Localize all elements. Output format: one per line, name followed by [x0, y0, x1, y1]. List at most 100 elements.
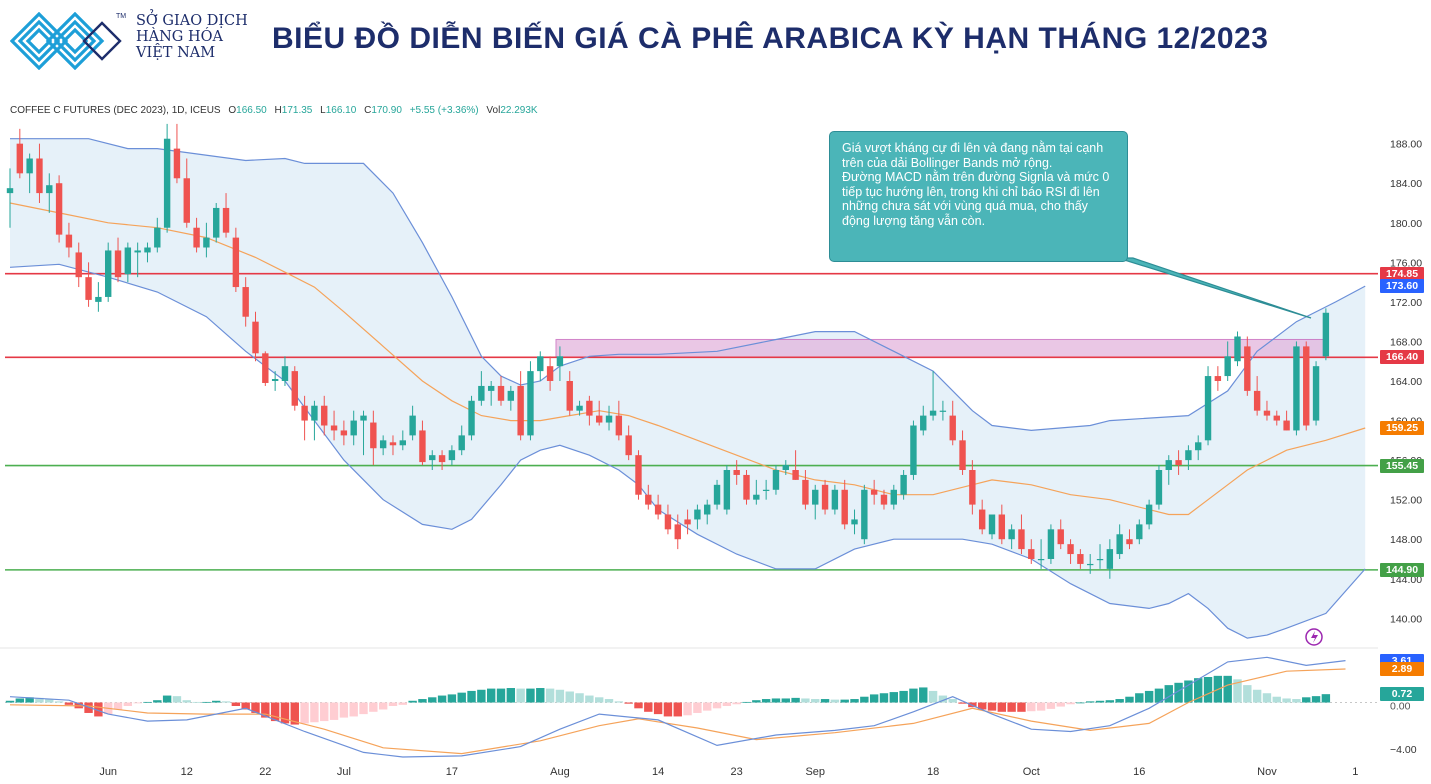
candle-body — [694, 509, 701, 520]
macd-histogram-bar — [860, 696, 869, 703]
macd-histogram-bar — [791, 697, 800, 703]
candle-body — [1253, 390, 1261, 411]
y-tick-label: 180.00 — [1390, 218, 1422, 230]
y-tick-label: 188.00 — [1390, 139, 1422, 151]
candle-body — [419, 430, 426, 463]
macd-histogram-bar — [202, 701, 211, 703]
macd-histogram-bar — [477, 689, 486, 703]
macd-histogram-bar — [811, 699, 820, 703]
candle-body — [939, 410, 947, 412]
macd-histogram-bar — [742, 701, 751, 703]
candle-body — [1214, 376, 1222, 381]
x-tick-label: Nov — [1257, 766, 1277, 778]
macd-histogram-bar — [35, 697, 44, 703]
candle-body — [1224, 356, 1231, 377]
macd-histogram-bar — [673, 702, 682, 717]
candle-body — [222, 207, 230, 233]
candle-body — [507, 390, 515, 401]
candle-body — [311, 405, 318, 421]
macd-histogram-bar — [300, 702, 309, 724]
candle-body — [55, 183, 63, 235]
macd-histogram-bar — [663, 702, 673, 717]
macd-histogram-bar — [1076, 702, 1085, 704]
macd-y-tick-label: −4.00 — [1390, 744, 1417, 756]
macd-histogram-bar — [1095, 700, 1105, 703]
candle-body — [134, 250, 141, 253]
macd-zero-label: 0.00 — [1390, 701, 1411, 713]
candle-body — [792, 470, 799, 480]
candle-body — [910, 425, 917, 475]
macd-histogram-bar — [1017, 702, 1026, 712]
macd-histogram-bar — [948, 699, 957, 703]
macd-histogram-bar — [595, 697, 604, 703]
candle-body — [26, 158, 33, 174]
candle-body — [890, 489, 897, 505]
macd-histogram-bar — [850, 699, 859, 703]
macd-histogram-bar — [997, 702, 1007, 712]
macd-histogram-bar — [1174, 682, 1183, 703]
lightning-bolt-icon — [1311, 631, 1318, 643]
candle-body — [1126, 539, 1133, 545]
candle-body — [674, 524, 681, 540]
trademark-mark: TM — [116, 13, 127, 20]
macd-histogram-bar — [879, 693, 889, 703]
candle-body — [321, 405, 328, 426]
macd-histogram-bar — [1243, 685, 1252, 703]
candle-body — [1136, 524, 1143, 540]
macd-histogram-bar — [987, 702, 997, 711]
macd-histogram-bar — [1115, 699, 1124, 703]
candle-body — [1155, 470, 1163, 505]
macd-histogram-bar — [781, 698, 790, 703]
macd-histogram-bar — [712, 702, 722, 709]
candle-body — [1057, 529, 1064, 545]
candle-body — [821, 484, 829, 510]
macd-histogram-bar — [1282, 698, 1291, 703]
candle-body — [605, 415, 613, 423]
macd-histogram-bar — [958, 702, 967, 704]
candle-body — [1283, 420, 1290, 431]
macd-histogram-bar — [398, 702, 407, 705]
candle-body — [1204, 376, 1212, 441]
macd-histogram-bar — [64, 702, 74, 705]
y-tick-label: 140.00 — [1390, 613, 1422, 625]
candle-body — [1244, 346, 1251, 391]
macd-histogram-bar — [290, 702, 299, 725]
candle-body — [458, 435, 465, 451]
candle-body — [929, 410, 937, 416]
y-tick-label: 152.00 — [1390, 495, 1422, 507]
candle-body — [537, 356, 544, 372]
page-title: BIỂU ĐỒ DIỄN BIẾN GIÁ CÀ PHÊ ARABICA KỲ … — [272, 22, 1269, 55]
candle-body — [448, 450, 456, 461]
candle-body — [281, 366, 289, 381]
macd-histogram-bar — [447, 694, 457, 703]
macd-histogram-bar — [231, 702, 241, 706]
macd-histogram-bar — [693, 702, 702, 713]
macd-histogram-bar — [683, 702, 692, 716]
candle-body — [340, 430, 348, 436]
macd-histogram-bar — [575, 693, 584, 703]
candle-body — [1077, 554, 1084, 564]
macd-histogram-bar — [928, 690, 938, 703]
x-tick-label: Oct — [1023, 766, 1040, 778]
candle-body — [635, 455, 642, 495]
macd-histogram-bar — [1154, 688, 1164, 703]
x-tick-label: 23 — [731, 766, 743, 778]
macd-histogram-bar — [634, 702, 643, 709]
candle-body — [478, 385, 485, 401]
price-scale-label: 155.45 — [1380, 458, 1424, 473]
macd-histogram-bar — [555, 689, 565, 703]
low-label: L — [320, 105, 326, 116]
macd-histogram-bar — [653, 702, 663, 715]
candle-body — [1303, 346, 1310, 426]
candle-body — [615, 415, 623, 436]
candle-body — [1195, 442, 1202, 451]
macd-histogram-bar — [25, 697, 34, 703]
x-tick-label: Jul — [337, 766, 351, 778]
price-scale-label: 0.72 — [1380, 687, 1424, 702]
macd-histogram-bar — [1262, 693, 1272, 703]
macd-histogram-bar — [251, 702, 260, 713]
candle-body — [1028, 549, 1035, 559]
candle-body — [733, 470, 740, 475]
candle-body — [429, 455, 436, 461]
